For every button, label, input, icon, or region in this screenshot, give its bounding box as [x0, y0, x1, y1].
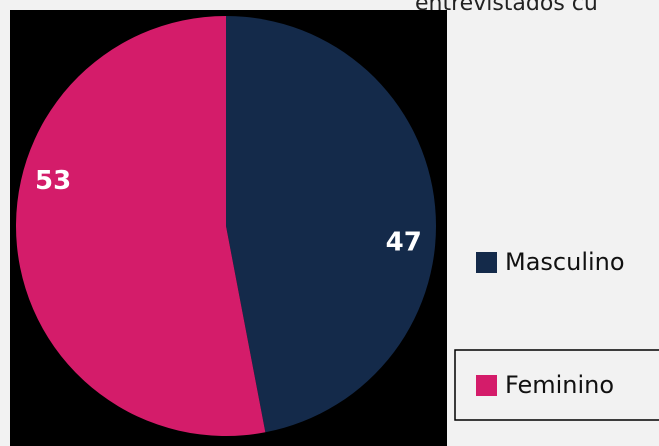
legend-label: Feminino: [505, 371, 614, 399]
legend-frame: [454, 349, 659, 421]
legend-label: Masculino: [505, 248, 625, 276]
pie-slice: [226, 16, 437, 433]
pie-slice: [16, 16, 266, 436]
legend-swatch: [476, 375, 497, 396]
chart-title: entrevistados cu: [415, 0, 598, 16]
legend-swatch: [476, 252, 497, 273]
data-label: 47: [386, 227, 422, 257]
data-label: 53: [35, 166, 71, 196]
